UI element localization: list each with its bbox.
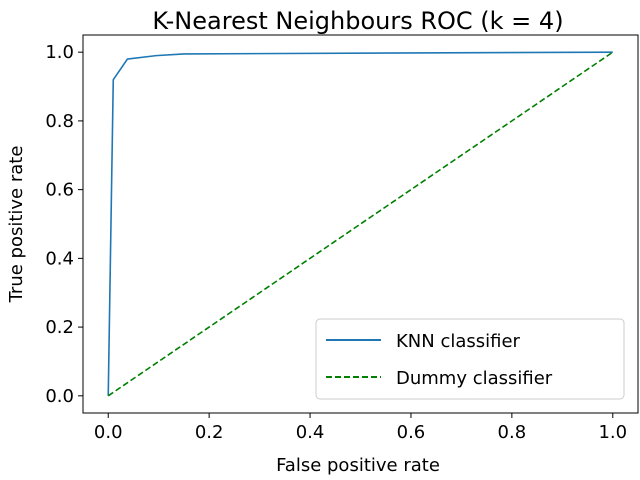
legend-label-dummy: Dummy classifier [396, 368, 553, 389]
legend-label-knn: KNN classifier [396, 331, 521, 352]
y-tick-label: 0.4 [45, 248, 74, 269]
x-tick-label: 0.4 [296, 422, 325, 443]
x-tick-label: 0.0 [94, 422, 123, 443]
x-axis-label: False positive rate [276, 455, 440, 476]
x-tick-label: 0.2 [195, 422, 224, 443]
x-axis-ticks: 0.0 0.2 0.4 0.6 0.8 1.0 [94, 413, 627, 443]
plot-frame [82, 34, 639, 414]
x-tick-label: 1.0 [598, 422, 627, 443]
dummy-roc-line [107, 51, 614, 397]
x-tick-label: 0.8 [498, 422, 527, 443]
chart-title: K-Nearest Neighbours ROC (k = 4) [152, 7, 563, 35]
y-axis-label: True positive rate [6, 146, 27, 304]
plot-area [107, 51, 614, 397]
y-tick-label: 0.8 [45, 111, 74, 132]
y-tick-label: 0.0 [45, 386, 74, 407]
x-tick-label: 0.6 [397, 422, 426, 443]
knn-roc-line [107, 51, 613, 396]
legend: KNN classifier Dummy classifier [315, 318, 625, 400]
legend-box [315, 318, 625, 400]
y-tick-label: 1.0 [45, 42, 74, 63]
y-axis-ticks: 0.0 0.2 0.4 0.6 0.8 1.0 [45, 42, 83, 407]
y-tick-label: 0.6 [45, 180, 74, 201]
y-tick-label: 0.2 [45, 317, 74, 338]
